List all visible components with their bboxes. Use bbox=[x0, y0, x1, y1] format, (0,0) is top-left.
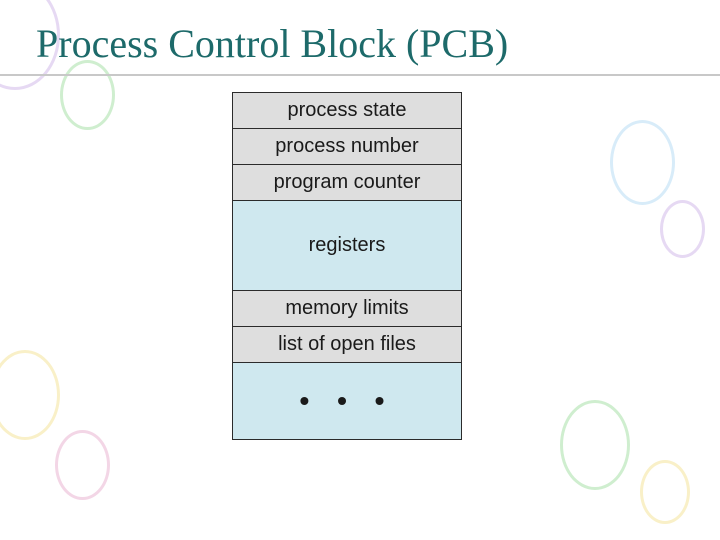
pcb-row-label: memory limits bbox=[285, 297, 408, 320]
pcb-row: list of open files bbox=[233, 327, 461, 363]
balloon-decoration bbox=[640, 460, 690, 524]
pcb-row-label: process number bbox=[275, 135, 418, 158]
pcb-row: process number bbox=[233, 129, 461, 165]
pcb-row: process state bbox=[233, 93, 461, 129]
pcb-row-label: • • • bbox=[300, 385, 395, 417]
pcb-row-label: program counter bbox=[274, 171, 421, 194]
pcb-row: registers bbox=[233, 201, 461, 291]
pcb-diagram: process state process number program count… bbox=[232, 92, 462, 440]
pcb-row: • • • bbox=[233, 363, 461, 439]
pcb-row-label: registers bbox=[309, 234, 386, 257]
balloon-decoration bbox=[560, 400, 630, 490]
pcb-row: memory limits bbox=[233, 291, 461, 327]
title-underline bbox=[0, 74, 720, 76]
pcb-row-label: list of open files bbox=[278, 333, 416, 356]
balloon-decoration bbox=[60, 60, 115, 130]
balloon-decoration bbox=[55, 430, 110, 500]
balloon-decoration bbox=[660, 200, 705, 258]
page-title: Process Control Block (PCB) bbox=[36, 20, 508, 67]
pcb-row-label: process state bbox=[288, 99, 407, 122]
balloon-decoration bbox=[610, 120, 675, 205]
balloon-decoration bbox=[0, 350, 60, 440]
pcb-row: program counter bbox=[233, 165, 461, 201]
